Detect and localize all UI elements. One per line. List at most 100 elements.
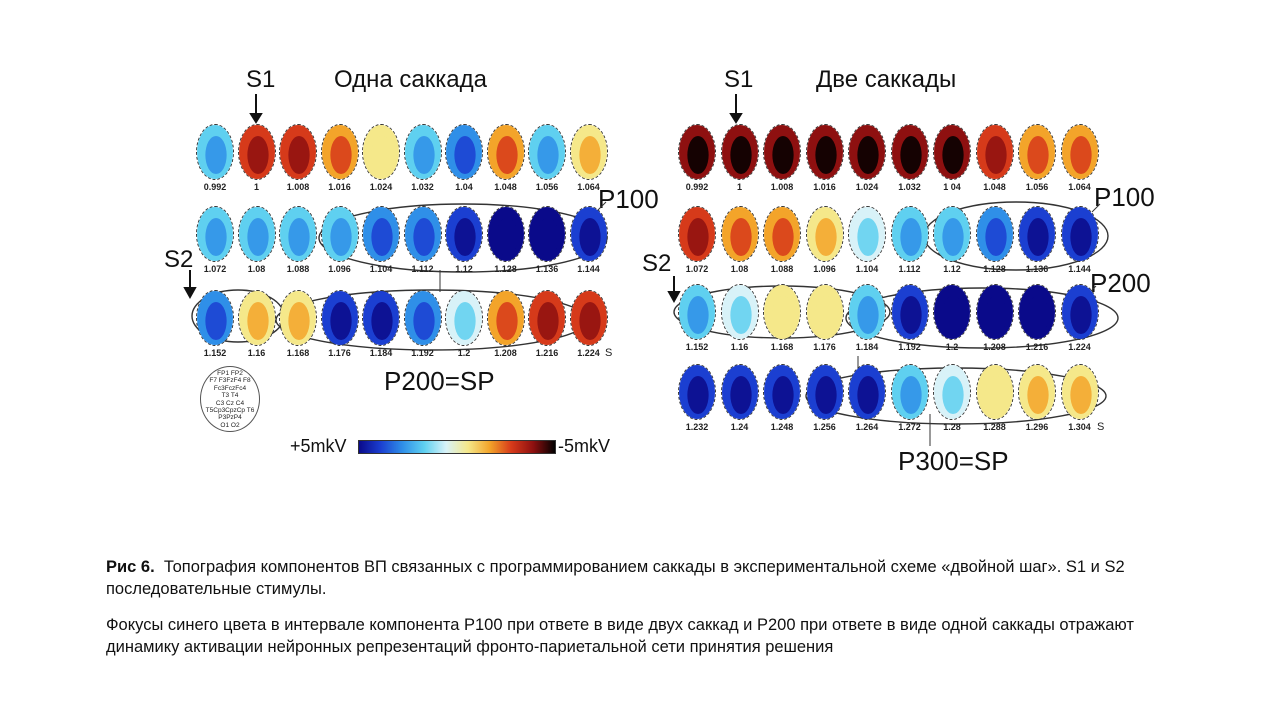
right_panel-topomap <box>1018 284 1056 340</box>
left_panel-topomap <box>569 124 608 180</box>
right_panel-topomap <box>1060 284 1099 340</box>
left_panel-time-label: 1.056 <box>535 182 559 192</box>
left_panel-time-label: 1.096 <box>328 264 351 274</box>
left_panel-topomap <box>196 290 234 346</box>
left_panel-time-label: 1.112 <box>411 264 434 274</box>
left_panel-topomap <box>486 206 525 262</box>
right_panel-topomap <box>975 364 1014 420</box>
right_panel-time-label: 1.136 <box>1025 264 1049 274</box>
left_panel-time-label: 1.168 <box>286 348 310 358</box>
right_panel-topomap <box>933 284 971 340</box>
right_panel-time-label: 1.032 <box>898 182 921 192</box>
right_panel-time-label: 1.256 <box>813 422 836 432</box>
right_panel-time-label: 1.304 <box>1068 422 1091 432</box>
left_panel-topomap <box>445 124 483 180</box>
right_panel-topomap <box>848 124 886 180</box>
left_panel-topomap <box>486 124 525 180</box>
right_panel-time-label: 1.2 <box>945 342 959 352</box>
right_panel-topomap <box>763 364 801 420</box>
left_panel-topomap <box>528 124 566 180</box>
left_panel-topomap <box>279 124 317 180</box>
left_panel-topomap <box>403 290 442 346</box>
left_panel-topomap <box>403 206 442 262</box>
left_panel-topomap <box>528 290 566 346</box>
left_panel-topomap <box>279 206 317 262</box>
right-s2-label: S2 <box>642 250 672 277</box>
colorbar-left-label: +5mkV <box>290 436 347 456</box>
right_panel-topomap <box>933 206 971 262</box>
left-s1-arrowhead <box>249 113 263 124</box>
right_panel-time-label: 1.168 <box>770 342 794 352</box>
left_panel-time-label: 1.072 <box>203 264 227 274</box>
right_panel-topomap <box>1060 364 1099 420</box>
left_panel-time-label: 1.032 <box>411 182 434 192</box>
right_panel-topomap <box>763 124 801 180</box>
left_panel-time-label: 1.216 <box>535 348 559 358</box>
left-p200-label: P200=SP <box>384 366 495 396</box>
right_panel-time-label: 1.272 <box>898 422 921 432</box>
right_panel-time-label: 1.176 <box>813 342 836 352</box>
right_panel-time-label: 1.088 <box>770 264 794 274</box>
right_panel-time-label: 1.288 <box>983 422 1006 432</box>
right_panel-time-label: 1.12 <box>943 264 961 274</box>
right_panel-time-label: 1.16 <box>730 342 749 352</box>
right_panel-topomap <box>848 206 886 262</box>
right_panel-topomap <box>805 124 844 180</box>
montage-line: FP1 FP2 <box>217 370 243 377</box>
left_panel-time-label: 1 <box>253 182 260 192</box>
right_panel-time-label: 1.144 <box>1068 264 1091 274</box>
left_panel-time-label: 1.008 <box>286 182 310 192</box>
right_panel-time-label: 1.096 <box>813 264 836 274</box>
left_panel-topomap <box>362 290 400 346</box>
right_panel-time-label: 1 <box>736 182 743 192</box>
right-s1-arrowhead <box>729 113 743 124</box>
right_panel-topomap <box>890 124 929 180</box>
left_panel-topomap <box>320 206 359 262</box>
right_panel-time-label: 1.128 <box>983 264 1006 274</box>
left_panel-topomap <box>279 290 317 346</box>
right_panel-topomap <box>1018 206 1056 262</box>
figure-caption: Рис 6. Топография компонентов ВП связанн… <box>106 556 1206 600</box>
right_panel-time-label: 1.232 <box>685 422 709 432</box>
left-p100-label: P100 <box>598 184 659 214</box>
left_panel-time-label: 1.016 <box>328 182 351 192</box>
left_panel-time-label: 1.04 <box>455 182 473 192</box>
montage-line: F7 F3FzF4 F8 <box>209 377 251 385</box>
left_panel-time-label: 1.208 <box>494 348 517 358</box>
left_panel-time-label: 1.192 <box>411 348 434 358</box>
left_panel-time-label: 1.064 <box>577 182 600 192</box>
left_panel-time-label: 1.088 <box>286 264 310 274</box>
right_panel-time-label: 1.296 <box>1025 422 1049 432</box>
right_panel-topomap <box>720 124 759 180</box>
right-p200-label: P200 <box>1090 268 1151 298</box>
right_panel-time-label: 0.992 <box>685 182 709 192</box>
right_panel-time-label: 1.056 <box>1025 182 1049 192</box>
caption-line-2: Фокусы синего цвета в интервале компонен… <box>106 616 1134 656</box>
right_panel-topomap <box>678 124 716 180</box>
right_panel-time-label: 1.192 <box>898 342 921 352</box>
right_panel-time-label: 1.048 <box>983 182 1006 192</box>
right_panel-time-label: 1.016 <box>813 182 836 192</box>
right_panel-time-label: 1.104 <box>855 264 879 274</box>
right_panel-topomap <box>890 364 929 420</box>
montage-line: P3PzP4 <box>218 414 242 422</box>
right_panel-time-label: 1.024 <box>855 182 879 192</box>
left-s2-label: S2 <box>164 246 194 273</box>
left_panel-topomap <box>569 290 608 346</box>
left_panel-time-label: 0.992 <box>203 182 227 192</box>
left_panel-time-label: 1.12 <box>455 264 473 274</box>
left_panel-time-label: 1.2 <box>457 348 471 358</box>
right_panel-time-label: 1.24 <box>730 422 749 432</box>
right_panel-time-label: 1.224 <box>1068 342 1091 352</box>
right_panel-time-label: 1.184 <box>855 342 879 352</box>
left_panel-topomap <box>320 290 359 346</box>
right_panel-topomap <box>848 284 886 340</box>
left_panel-topomap <box>486 290 525 346</box>
right_panel-time-label: 1.208 <box>983 342 1006 352</box>
right_panel-topomap <box>1060 206 1099 262</box>
right_panel-time-label: 1.072 <box>685 264 709 274</box>
left_panel-time-label: 1.136 <box>535 264 559 274</box>
left_panel-unit-label: S <box>605 347 613 359</box>
right_panel-topomap <box>1018 364 1056 420</box>
